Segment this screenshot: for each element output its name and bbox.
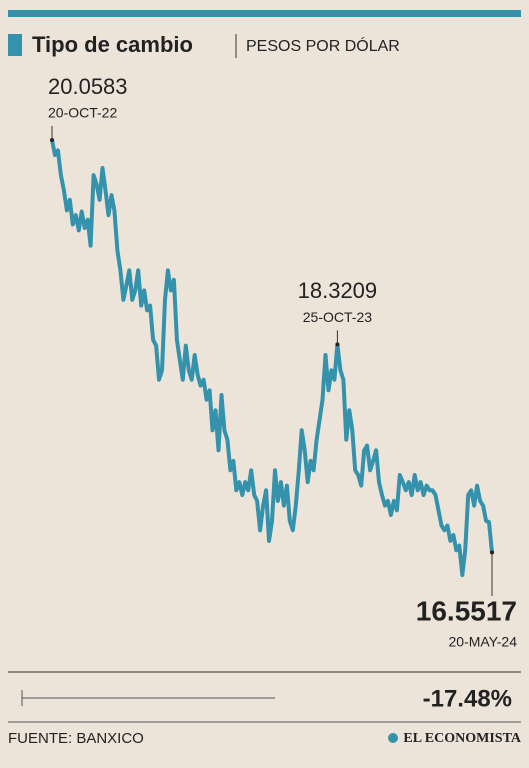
value-label: 20.0583 [48,74,128,99]
date-label: 20-OCT-22 [48,105,117,121]
source: FUENTE: BANXICO [8,730,144,747]
line [50,139,494,577]
change-label: -17.48% [423,685,512,712]
chart-title: Tipo de cambio [32,32,193,57]
top-bar [8,10,521,17]
title-marker [8,34,22,56]
brand: EL ECONOMISTA [403,731,521,746]
date-label: 25-OCT-23 [303,309,372,325]
chart-subtitle: PESOS POR DÓLAR [246,36,400,55]
brand-logo [388,733,398,743]
value-label: 18.3209 [298,278,378,303]
value-label: 16.5517 [416,595,517,626]
date-label: 20-MAY-24 [449,634,518,650]
